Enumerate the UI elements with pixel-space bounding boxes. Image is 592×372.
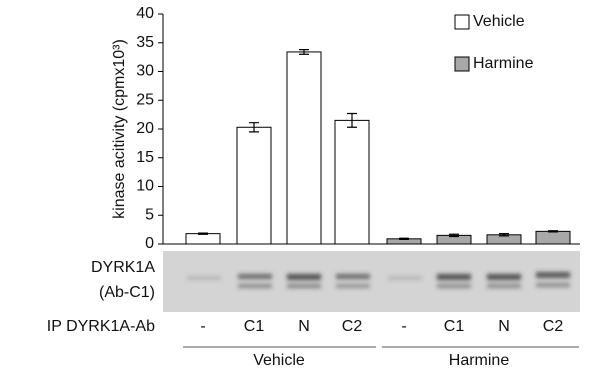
blot-image [163, 251, 580, 312]
error-bar [548, 231, 558, 232]
blot-label: DYRK1A [91, 259, 155, 276]
bar [536, 231, 570, 244]
legend-swatch [455, 15, 469, 29]
error-bar [198, 233, 208, 234]
x-tick-label: C2 [342, 318, 363, 335]
x-tick-label: N [498, 318, 510, 335]
legend-swatch [455, 57, 469, 71]
group-label: Harmine [449, 352, 510, 369]
y-tick-label: 15 [136, 149, 154, 166]
figure: kinase acitivity (cpmx10³) DYRK1A (Ab-C1… [0, 0, 592, 372]
bar [237, 127, 271, 244]
y-tick-label: 35 [136, 34, 154, 51]
bar [335, 120, 369, 244]
x-tick-label: C1 [244, 318, 265, 335]
y-tick-label: 30 [136, 63, 154, 80]
blot-background [163, 251, 580, 312]
y-tick-label: 5 [145, 206, 154, 223]
error-bar [399, 238, 409, 239]
y-tick-label: 0 [145, 235, 154, 252]
y-tick-label: 10 [136, 178, 154, 195]
x-tick-label: C2 [543, 318, 564, 335]
bar [287, 52, 321, 244]
x-tick-label: - [401, 318, 406, 335]
x-tick-label: - [200, 318, 205, 335]
y-tick-label: 40 [136, 5, 154, 22]
x-tick-label: N [298, 318, 310, 335]
blot-label: (Ab-C1) [99, 284, 155, 301]
row-label: IP DYRK1A-Ab [47, 318, 155, 335]
y-tick-label: 25 [136, 91, 154, 108]
y-axis-label: kinase acitivity (cpmx10³) [111, 39, 128, 219]
legend-label: Vehicle [473, 13, 525, 30]
group-label: Vehicle [253, 352, 305, 369]
y-tick-label: 20 [136, 120, 154, 137]
x-tick-label: C1 [444, 318, 465, 335]
legend-label: Harmine [473, 55, 534, 72]
bar [186, 234, 220, 244]
